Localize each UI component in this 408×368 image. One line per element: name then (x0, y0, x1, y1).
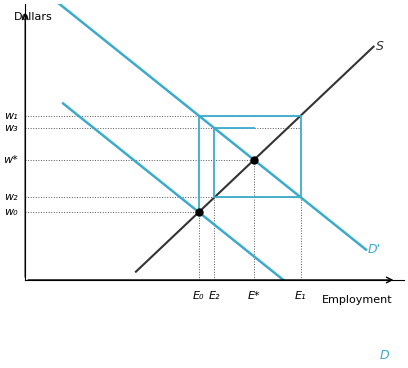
Text: E₀: E₀ (193, 291, 204, 301)
Text: E*: E* (248, 291, 260, 301)
Text: S: S (375, 40, 383, 53)
Text: w₀: w₀ (4, 207, 18, 217)
Text: Dollars: Dollars (14, 13, 53, 22)
Text: E₁: E₁ (295, 291, 306, 301)
Text: w₃: w₃ (4, 123, 18, 133)
Text: E₂: E₂ (209, 291, 220, 301)
Text: D: D (379, 349, 389, 362)
Text: w₁: w₁ (4, 111, 18, 121)
Text: D': D' (368, 243, 381, 256)
Text: Employment: Employment (322, 295, 392, 305)
Text: w₂: w₂ (4, 192, 18, 202)
Text: w*: w* (3, 155, 18, 165)
